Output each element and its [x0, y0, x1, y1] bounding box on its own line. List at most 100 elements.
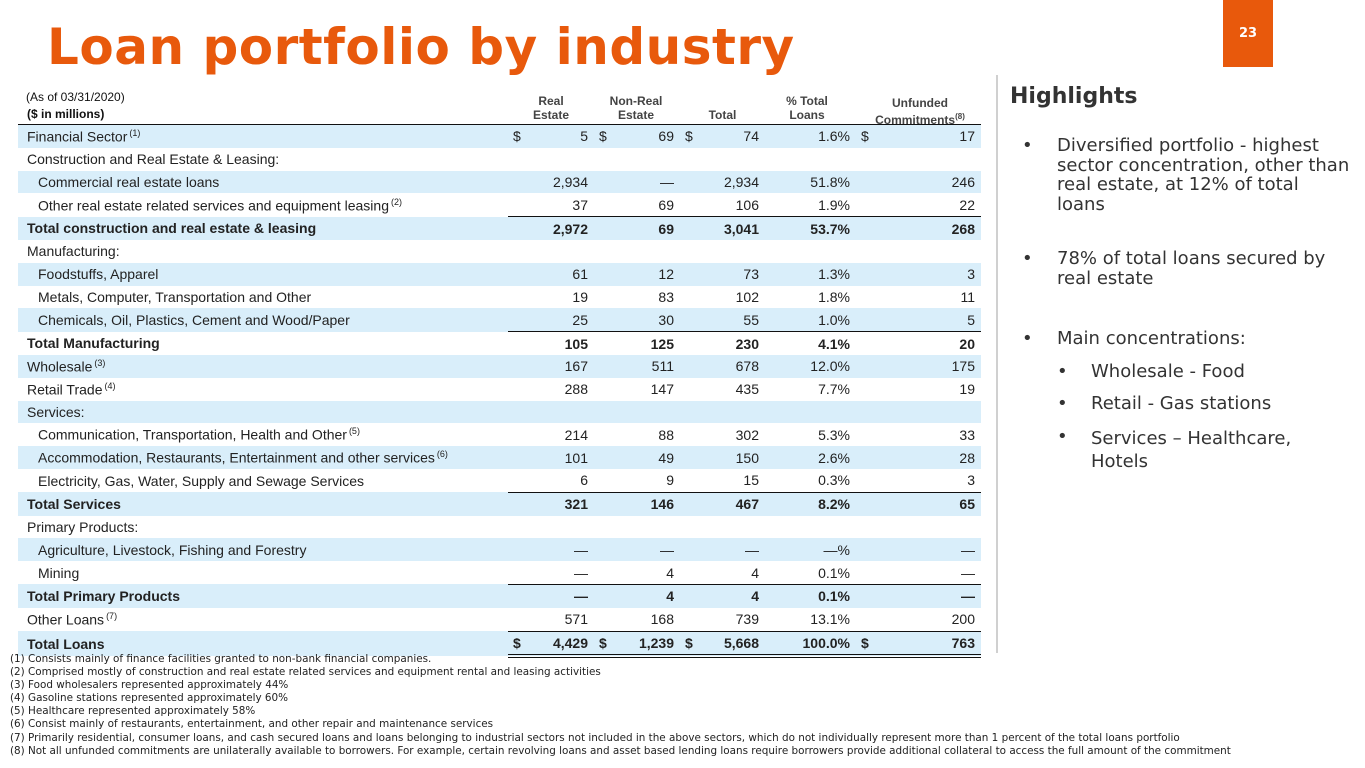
dollar-sign	[508, 308, 524, 332]
dollar-sign	[594, 469, 610, 492]
row-label-text: Electricity, Gas, Water, Supply and Sewa…	[38, 472, 365, 489]
real-estate-cell: 2,972	[524, 216, 594, 240]
total-cell: 102	[696, 286, 765, 309]
real-estate-cell-value: —	[574, 588, 588, 605]
pct-total-loans-cell-value: 1.6%	[818, 128, 850, 145]
row-label-text: Manufacturing:	[27, 243, 120, 260]
row-label: Communication, Transportation, Health an…	[18, 423, 508, 446]
table-row: Communication, Transportation, Health an…	[18, 423, 981, 446]
real-estate-cell: 101	[524, 446, 594, 469]
unfunded-commitments-cell: 33	[872, 423, 981, 446]
real-estate-cell-value: 2,934	[552, 173, 588, 190]
total-cell-value: 4	[751, 588, 759, 605]
header-line: Unfunded	[892, 96, 948, 110]
footnote-ref: (3)	[94, 358, 106, 369]
dollar-sign	[508, 400, 524, 424]
footnote-ref: (5)	[348, 426, 360, 437]
non-real-estate-cell-value: 125	[650, 335, 674, 352]
row-label: Wholesale (3)	[18, 354, 508, 378]
dollar-sign	[680, 423, 696, 446]
row-label-text: Total Primary Products	[27, 588, 181, 605]
table-row: Retail Trade (4) 288 147 435 7.7% 19	[18, 378, 981, 401]
row-label-text: Commercial real estate loans	[38, 173, 220, 190]
dollar-sign	[856, 423, 872, 446]
real-estate-cell-value: 214	[564, 426, 588, 443]
dollar-sign	[856, 170, 872, 194]
row-label: Total Loans	[18, 631, 508, 657]
bullet-icon: •	[1022, 248, 1033, 269]
real-estate-cell	[524, 400, 594, 424]
unfunded-commitments-cell: 5	[872, 308, 981, 332]
pct-total-loans-cell: 53.7%	[765, 216, 856, 240]
pct-total-loans-cell-value: 7.7%	[818, 381, 850, 398]
highlight-text: Retail - Gas stations	[1091, 393, 1272, 414]
row-label-text: Total Services	[27, 495, 121, 512]
dollar-sign	[508, 286, 524, 309]
pct-total-loans-cell-value: 0.3%	[818, 472, 850, 489]
real-estate-cell: —	[524, 561, 594, 584]
total-cell: 435	[696, 378, 765, 401]
row-label: Commercial real estate loans	[18, 170, 508, 194]
dollar-sign	[856, 286, 872, 309]
total-cell: 3,041	[696, 216, 765, 240]
total-cell: 678	[696, 354, 765, 378]
footnote: (6) Consist mainly of restaurants, enter…	[10, 718, 494, 731]
dollar-sign: $	[856, 125, 872, 148]
pct-total-loans-cell: 13.1%	[765, 608, 856, 631]
dollar-sign	[594, 262, 610, 286]
vertical-divider	[996, 75, 998, 653]
header-line: Estate	[617, 108, 655, 122]
dollar-sign	[594, 446, 610, 469]
total-cell-value: 678	[735, 358, 759, 375]
dollar-sign	[680, 561, 696, 584]
unfunded-commitments-cell-value: 246	[951, 173, 975, 190]
pct-total-loans-cell	[765, 516, 856, 539]
pct-total-loans-cell-value: 2.6%	[818, 449, 850, 466]
non-real-estate-cell: —	[610, 538, 680, 562]
dollar-sign	[680, 608, 696, 631]
dollar-sign	[680, 378, 696, 401]
dollar-sign	[594, 538, 610, 562]
real-estate-cell-value: 321	[564, 496, 588, 513]
table-row: Other Loans (7) 571 168 739 13.1% 200	[18, 608, 981, 631]
non-real-estate-cell: 49	[610, 446, 680, 469]
row-label: Total Primary Products	[18, 584, 508, 608]
column-header-unfunded-commitments: Unfunded Commitments(8)	[866, 96, 974, 127]
non-real-estate-cell: 88	[610, 423, 680, 446]
table-row: Manufacturing:	[18, 240, 981, 263]
footnote: (5) Healthcare represented approximately…	[10, 705, 256, 718]
unfunded-commitments-cell-value: 175	[951, 358, 975, 375]
dollar-sign-value: $	[685, 128, 693, 145]
pct-total-loans-cell	[765, 400, 856, 424]
total-cell	[696, 516, 765, 539]
non-real-estate-cell: 69	[610, 216, 680, 240]
total-row: Total Loans $4,429 $1,239 $5,668 100.0% $763	[18, 630, 981, 659]
column-header-total: Total	[700, 108, 745, 122]
dollar-sign	[856, 469, 872, 492]
subtotal-row: Total Services 321 146 467 8.2% 65	[18, 491, 981, 516]
non-real-estate-cell-value: 88	[658, 426, 674, 443]
real-estate-cell-value: 4,429	[552, 634, 588, 651]
non-real-estate-cell-value: 69	[658, 220, 674, 237]
dollar-sign	[594, 400, 610, 424]
total-cell: 106	[696, 193, 765, 216]
dollar-sign	[680, 583, 696, 608]
row-label-text: Retail Trade	[27, 381, 103, 398]
row-label-text: Total construction and real estate & lea…	[27, 220, 317, 237]
row-label: Agriculture, Livestock, Fishing and Fore…	[18, 538, 508, 562]
real-estate-cell: 2,934	[524, 170, 594, 194]
total-cell-value: 74	[743, 128, 759, 145]
dollar-sign	[856, 608, 872, 631]
row-label: Chemicals, Oil, Plastics, Cement and Woo…	[18, 308, 508, 332]
footnote: (8) Not all unfunded commitments are uni…	[10, 744, 1231, 757]
pct-total-loans-cell: 1.8%	[765, 286, 856, 309]
row-label: Manufacturing:	[18, 240, 508, 263]
real-estate-cell: 25	[524, 308, 594, 332]
real-estate-cell-value: 167	[564, 358, 588, 375]
total-cell: 4	[696, 583, 765, 608]
dollar-sign	[680, 170, 696, 194]
unfunded-commitments-cell-value: 65	[959, 496, 975, 513]
dollar-sign	[594, 286, 610, 309]
total-cell-value: 435	[735, 381, 759, 398]
pct-total-loans-cell: 1.9%	[765, 193, 856, 216]
